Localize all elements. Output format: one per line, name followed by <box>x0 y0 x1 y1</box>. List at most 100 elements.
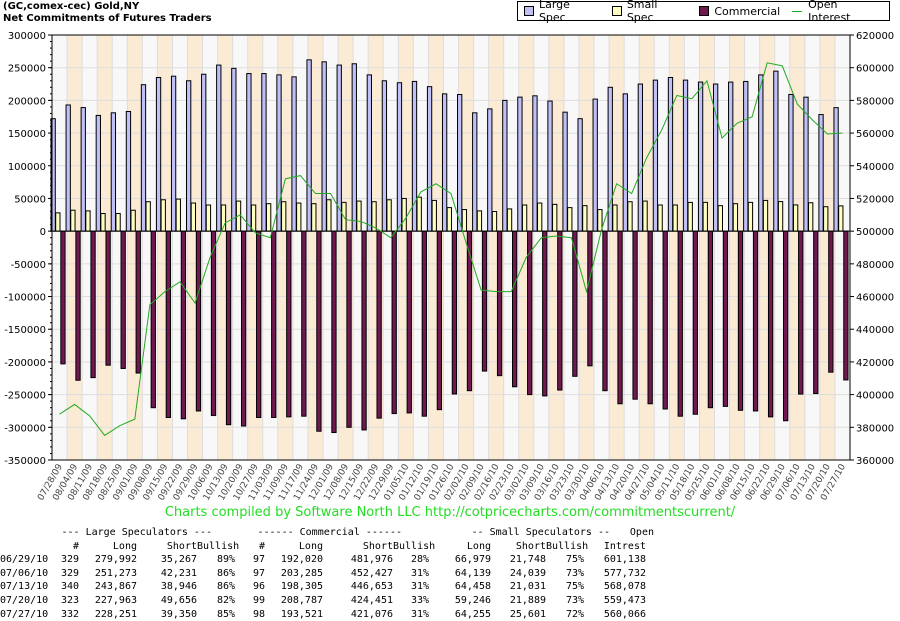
large-spec-bar <box>562 111 568 232</box>
legend-label: Commercial <box>714 4 781 18</box>
table-cell: Short <box>515 540 546 552</box>
table-cell: 49,656 <box>160 594 197 606</box>
commercial-bar <box>451 230 458 395</box>
table-cell: 560,066 <box>603 608 646 620</box>
table-cell: 72% <box>565 608 584 620</box>
y-tick-label: 200000 <box>8 96 46 107</box>
table-cell: -- Small Speculators -- <box>471 527 610 538</box>
table-cell: 66,979 <box>454 554 491 566</box>
y2-tick-label: 580000 <box>856 96 894 107</box>
table-cell: 59,246 <box>454 594 491 606</box>
table-cell: 64,458 <box>454 581 491 593</box>
table-cell: 452,427 <box>350 567 393 579</box>
table-cell: 323 <box>60 594 79 606</box>
table-cell: 33% <box>410 594 429 606</box>
table-cell: 73% <box>565 567 584 579</box>
small-spec-bar <box>446 207 452 232</box>
large-spec-bar <box>396 82 403 232</box>
small-spec-bar <box>265 203 272 232</box>
commercial-bar <box>481 230 488 372</box>
large-spec-bar <box>80 107 86 232</box>
large-spec-bar <box>818 114 824 232</box>
y-tick-label: -100000 <box>4 293 46 304</box>
commercial-bar <box>798 230 804 395</box>
commercial-bar <box>271 230 277 418</box>
table-cell: Bullish <box>197 540 240 552</box>
table-cell: Bullish <box>546 540 589 552</box>
small-spec-bar <box>250 204 257 232</box>
large-spec-bar <box>366 74 372 232</box>
large-spec-bar <box>577 118 583 232</box>
small-spec-bar <box>431 199 437 232</box>
y-tick-label: 100000 <box>8 162 46 173</box>
small-spec-bar <box>823 206 829 232</box>
commercial-bar <box>180 230 187 420</box>
title-line-2: Net Commitments of Futures Traders <box>3 13 212 24</box>
table-cell: 35,267 <box>160 554 197 566</box>
small-spec-bar <box>476 210 483 232</box>
large-spec-bar <box>381 80 388 232</box>
table-cell: 329 <box>60 567 79 579</box>
table-cell: 86% <box>216 581 235 593</box>
large-spec-bar <box>652 79 659 232</box>
y2-tick-label: 460000 <box>856 293 894 304</box>
table-cell: 228,251 <box>94 608 137 620</box>
legend-swatch <box>524 6 534 16</box>
y2-tick-label: 480000 <box>856 260 894 271</box>
commercial-bar <box>828 230 834 373</box>
large-spec-bar <box>788 93 794 232</box>
table-cell: 21,748 <box>509 554 546 566</box>
table-cell: Long <box>112 540 137 552</box>
commercial-bar <box>677 230 683 417</box>
table-cell: 25,601 <box>509 608 546 620</box>
large-spec-bar <box>758 74 764 232</box>
table-cell: 192,020 <box>280 554 323 566</box>
y2-tick-label: 400000 <box>856 391 894 402</box>
large-spec-bar <box>547 100 553 232</box>
commercial-bar <box>210 230 217 417</box>
large-spec-bar <box>186 80 192 232</box>
small-spec-bar <box>100 213 106 232</box>
legend-swatch <box>611 6 622 16</box>
large-spec-bar <box>502 99 508 232</box>
table-cell: 07/27/10 <box>0 608 49 620</box>
table-cell: 64,255 <box>454 608 491 620</box>
small-spec-bar <box>567 207 573 232</box>
table-cell: 21,889 <box>509 594 546 606</box>
large-spec-bar <box>441 93 448 232</box>
commercial-bar <box>587 230 593 367</box>
small-spec-bar <box>537 202 543 232</box>
table-cell: 75% <box>565 581 584 593</box>
y2-tick-label: 500000 <box>856 227 894 238</box>
commercial-bar <box>662 230 668 410</box>
commercial-bar <box>767 230 774 418</box>
large-spec-bar <box>667 77 674 232</box>
table-cell: 332 <box>60 608 79 620</box>
large-spec-bar <box>261 73 267 232</box>
large-spec-bar <box>833 107 839 232</box>
table-group-header: --- Large Speculators --- ------ Commerci… <box>0 526 654 540</box>
commercial-bar <box>391 230 397 415</box>
commercial-bar <box>617 230 623 405</box>
large-spec-bar <box>201 73 207 232</box>
table-cell: 203,285 <box>280 567 323 579</box>
table-cell: Bullish <box>393 540 436 552</box>
commercial-bar <box>542 230 548 397</box>
commercial-bar <box>240 230 247 427</box>
small-spec-bar <box>416 196 422 232</box>
y-tick-label: 250000 <box>8 64 46 75</box>
table-cell: Long <box>298 540 323 552</box>
plot-border <box>51 34 851 461</box>
y2-tick-label: 560000 <box>856 129 894 140</box>
small-spec-bar <box>762 199 769 232</box>
table-cell: 568,078 <box>603 581 646 593</box>
large-spec-bar <box>457 94 463 232</box>
large-spec-bar <box>728 81 734 232</box>
small-spec-bar <box>808 202 814 232</box>
table-cell: 73% <box>565 594 584 606</box>
small-spec-bar <box>491 211 498 232</box>
commercial-bar <box>301 230 307 417</box>
small-spec-bar <box>732 203 739 232</box>
table-cell: 329 <box>60 554 79 566</box>
table-cell: 227,963 <box>94 594 137 606</box>
